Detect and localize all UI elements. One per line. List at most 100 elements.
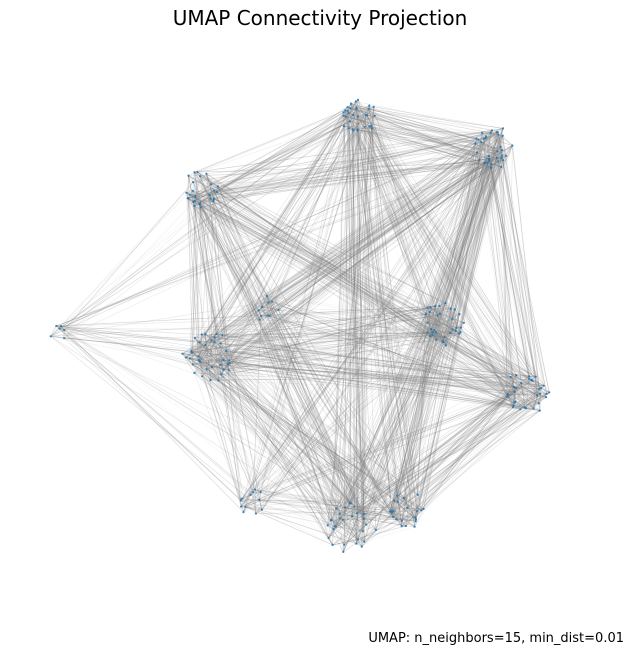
connectivity-edge <box>221 374 540 390</box>
connectivity-edge <box>475 143 516 402</box>
connectivity-edge <box>64 329 207 370</box>
connectivity-edge <box>401 329 432 527</box>
connectivity-edge <box>220 364 540 411</box>
connectivity-edge <box>430 307 438 316</box>
connectivity-edge <box>357 116 365 542</box>
connectivity-edge <box>513 375 517 406</box>
connectivity-edge <box>278 309 352 504</box>
connectivity-edge <box>201 376 254 493</box>
connectivity-edge <box>353 130 364 515</box>
embedding-point <box>501 134 504 137</box>
connectivity-edge <box>349 120 515 388</box>
embedding-point <box>186 197 189 200</box>
connectivity-edge <box>343 110 349 545</box>
connectivity-edge <box>513 393 541 406</box>
connectivity-edge <box>357 129 540 390</box>
connectivity-edge <box>342 391 515 521</box>
connectivity-edge <box>259 499 351 504</box>
connectivity-edge <box>206 173 227 351</box>
connectivity-edge <box>507 394 514 408</box>
connectivity-edge <box>267 315 541 395</box>
connectivity-edge <box>366 115 508 397</box>
connectivity-edge <box>348 114 366 129</box>
embedding-point <box>370 124 373 127</box>
connectivity-edge <box>194 171 530 377</box>
connectivity-edge <box>226 159 480 352</box>
connectivity-edge <box>371 128 391 512</box>
connectivity-edge <box>500 146 541 411</box>
connectivity-edge <box>218 152 478 381</box>
connectivity-edge <box>357 130 418 512</box>
connectivity-edge <box>533 395 538 409</box>
connectivity-edge <box>191 352 547 398</box>
connectivity-edge <box>490 167 540 390</box>
connectivity-edge <box>369 126 440 307</box>
connectivity-edge <box>507 376 511 395</box>
embedding-point <box>187 174 190 177</box>
connectivity-edge <box>216 191 394 518</box>
connectivity-edge <box>521 382 540 390</box>
connectivity-edge <box>500 146 503 156</box>
connectivity-edge <box>476 152 488 164</box>
connectivity-edge <box>268 302 350 504</box>
connectivity-edge <box>209 145 513 196</box>
connectivity-edge <box>524 403 540 408</box>
connectivity-edge <box>194 171 219 187</box>
connectivity-edge <box>185 352 192 358</box>
connectivity-edge <box>211 367 364 515</box>
connectivity-edge <box>432 334 514 406</box>
connectivity-edge <box>335 503 352 527</box>
connectivity-edge <box>206 335 223 370</box>
connectivity-edge <box>488 128 504 160</box>
connectivity-edge <box>198 356 224 370</box>
connectivity-edge <box>195 197 214 202</box>
connectivity-edge <box>210 159 504 381</box>
connectivity-edge <box>194 201 214 207</box>
connectivity-edge <box>197 171 219 187</box>
embedding-point <box>438 304 441 308</box>
connectivity-edge <box>543 385 550 393</box>
connectivity-edge <box>185 357 224 361</box>
connectivity-edge <box>391 132 483 513</box>
connectivity-edge <box>334 513 340 527</box>
connectivity-edge <box>245 108 369 507</box>
connectivity-edge <box>479 135 503 161</box>
connectivity-edge <box>429 315 438 337</box>
connectivity-edge <box>336 395 538 509</box>
connectivity-edge <box>347 106 490 160</box>
connectivity-edge <box>189 163 492 359</box>
connectivity-edge <box>481 141 507 157</box>
connectivity-edge <box>195 197 515 403</box>
connectivity-edge <box>269 160 490 317</box>
embedding-point <box>220 373 223 376</box>
connectivity-edge <box>363 167 492 542</box>
connectivity-edge <box>445 159 490 346</box>
connectivity-edge <box>356 386 515 514</box>
connectivity-edge <box>401 160 490 521</box>
connectivity-edge <box>182 353 230 364</box>
connectivity-edge <box>361 108 369 547</box>
connectivity-edge <box>254 489 422 511</box>
connectivity-edge <box>268 146 501 303</box>
connectivity-edge <box>397 501 417 522</box>
embedding-point <box>271 300 274 303</box>
connectivity-edge <box>351 516 359 540</box>
connectivity-edge <box>198 356 415 527</box>
connectivity-edge <box>345 116 447 346</box>
embedding-point <box>487 155 490 158</box>
connectivity-edge <box>327 106 375 526</box>
connectivity-edge <box>371 127 498 152</box>
connectivity-edge <box>185 357 515 393</box>
embedding-point <box>451 318 454 321</box>
embedding-point <box>356 512 359 515</box>
connectivity-edge <box>210 158 489 381</box>
connectivity-edge <box>489 157 497 160</box>
embedding-point <box>542 384 545 387</box>
connectivity-edge <box>195 132 491 197</box>
connectivity-edge <box>198 356 213 368</box>
connectivity-edge <box>427 307 460 315</box>
connectivity-edge <box>227 128 373 365</box>
embedding-point <box>346 106 349 109</box>
connectivity-edge <box>259 306 263 320</box>
connectivity-edge <box>345 116 499 162</box>
